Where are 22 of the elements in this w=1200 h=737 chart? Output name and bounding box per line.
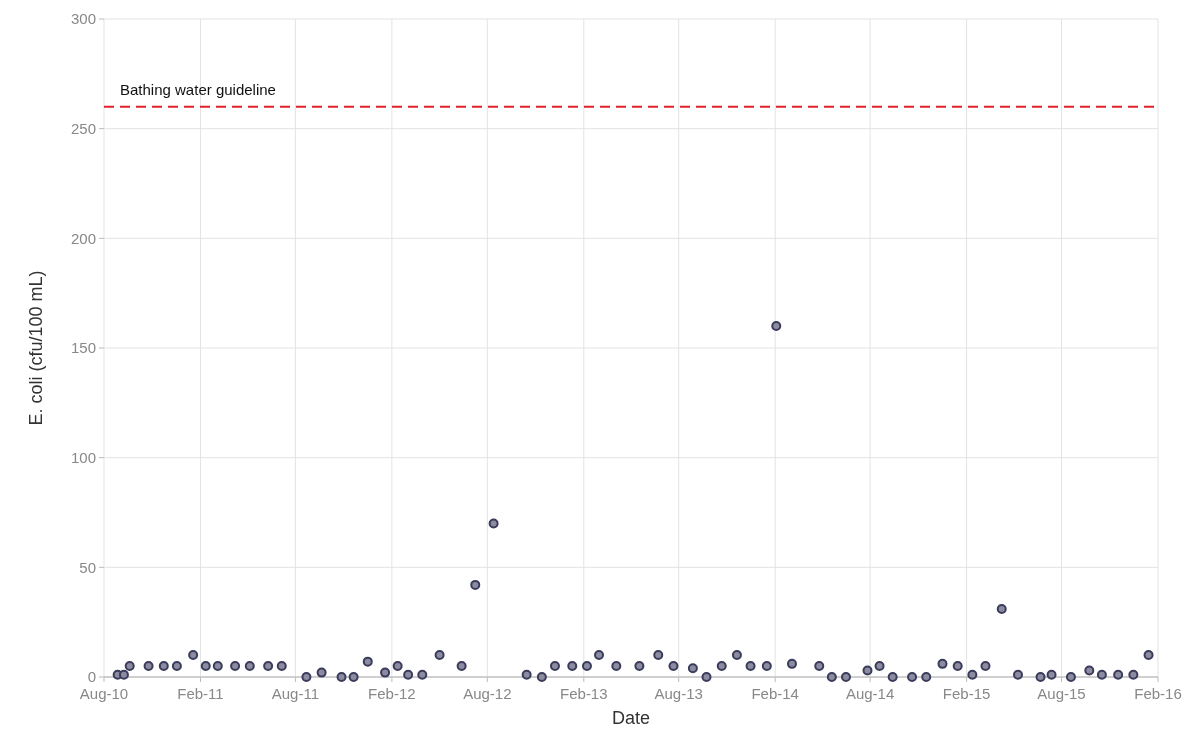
x-axis-title: Date xyxy=(611,708,651,728)
y-tick-label: 100 xyxy=(70,448,96,466)
x-tick-label: Feb-12 xyxy=(368,685,416,702)
y-axis-title: E. coli (cfu/100 mL) xyxy=(26,270,46,426)
x-tick-label: Aug-15 xyxy=(1037,685,1086,702)
y-tick-label: 50 xyxy=(79,558,96,576)
x-tick-label: Aug-10 xyxy=(79,685,129,702)
x-tick-label: Feb-14 xyxy=(751,685,799,702)
x-tick-label: Aug-13 xyxy=(654,685,703,702)
y-tick-label: 300 xyxy=(70,10,96,28)
x-tick-label: Aug-12 xyxy=(463,685,512,702)
x-tick-label: Feb-13 xyxy=(560,685,608,702)
x-tick-label: Aug-11 xyxy=(271,685,320,702)
x-tick-label: Aug-14 xyxy=(845,685,895,702)
ref-line-label: Bathing water guideline xyxy=(120,80,276,98)
x-tick-label: Feb-15 xyxy=(942,685,991,702)
x-tick-label: Feb-11 xyxy=(177,685,224,702)
y-tick-label: 250 xyxy=(70,119,96,137)
y-tick-label: 200 xyxy=(70,229,96,247)
y-tick-label: 0 xyxy=(87,668,96,686)
y-tick-label: 150 xyxy=(70,339,96,357)
x-tick-label: Feb-16 xyxy=(1134,685,1182,702)
